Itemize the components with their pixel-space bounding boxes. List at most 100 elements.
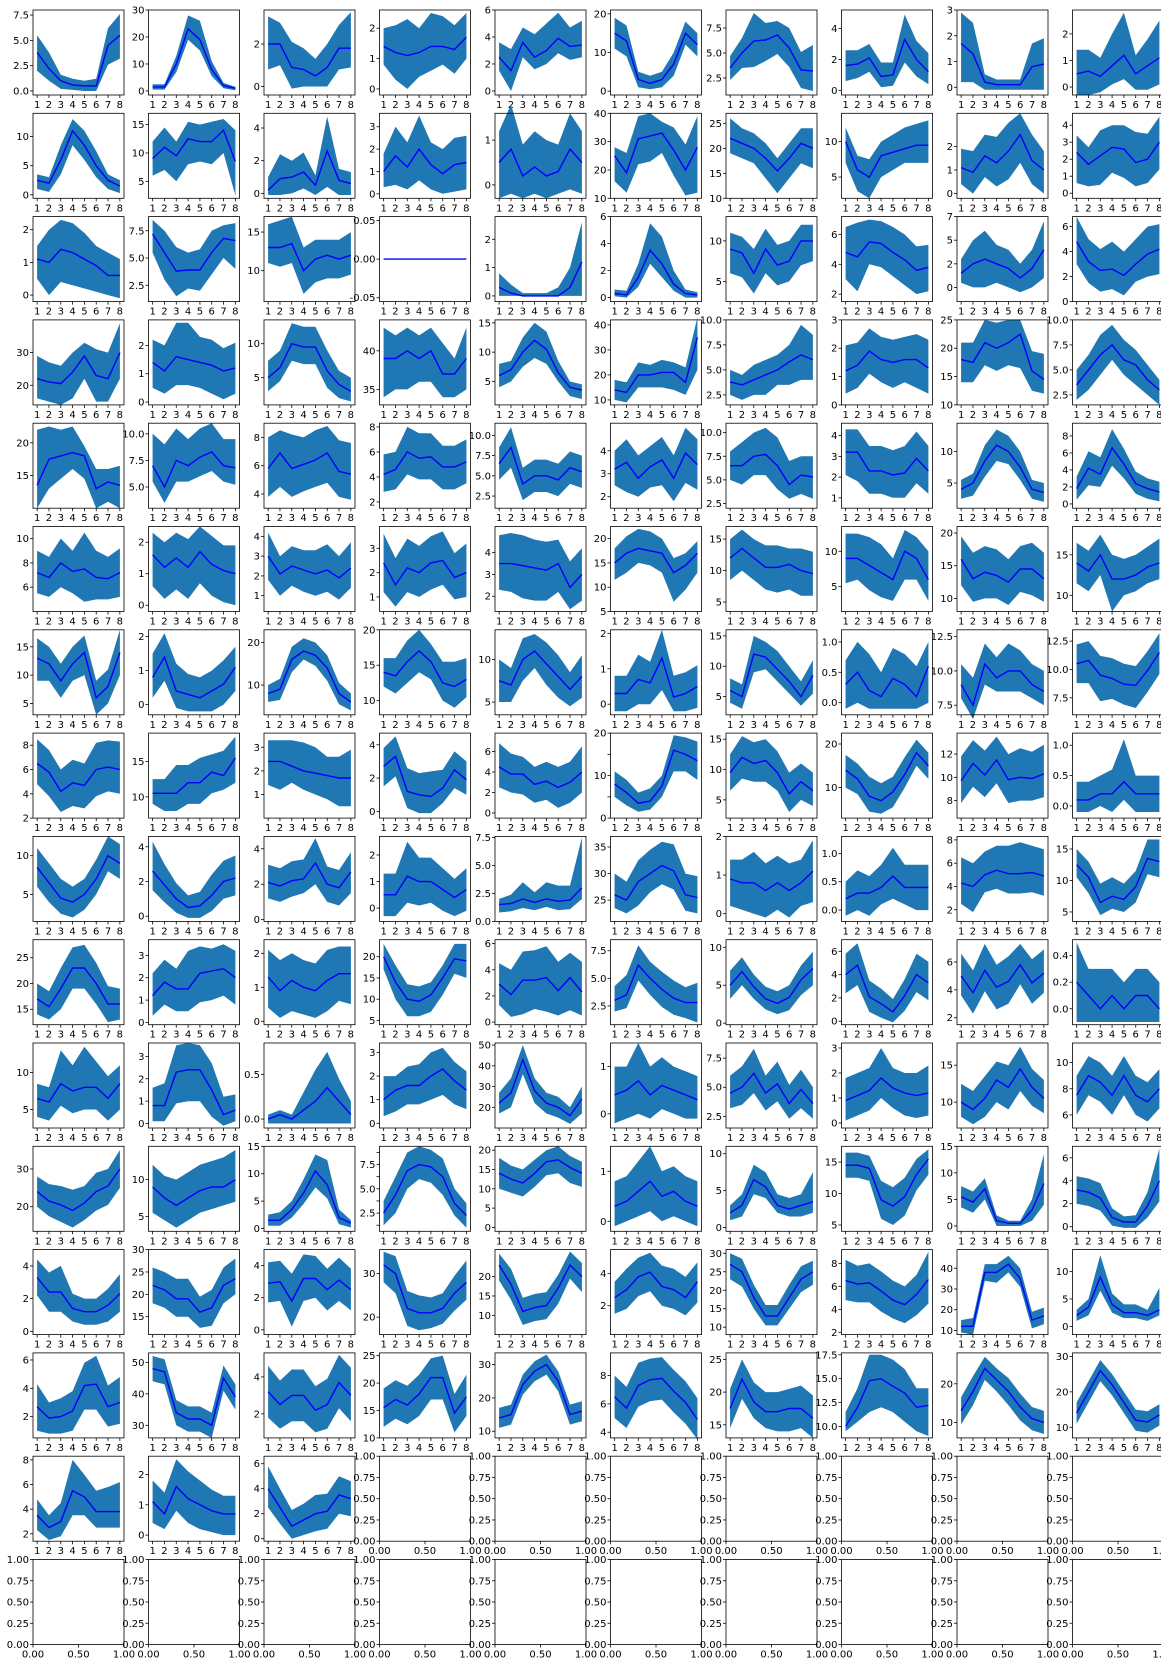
x-tick-label: 2 (623, 307, 629, 318)
x-tick-label: 8 (925, 513, 931, 524)
x-tick-label: 7 (220, 100, 226, 111)
mean-line (614, 337, 699, 394)
y-tick-label: 30 (16, 348, 29, 359)
x-tick-label: 2 (392, 617, 398, 628)
x-tick-label: 4 (878, 1133, 884, 1144)
x-tick-label: 1 (265, 100, 271, 111)
x-tick-label: 4 (878, 1236, 884, 1247)
x-tick-label: 7 (1144, 617, 1150, 628)
x-tick-label: 3 (1097, 100, 1103, 111)
x-tick-label: 4 (69, 1236, 75, 1247)
y-tick-label: 4 (831, 431, 837, 442)
y-tick-label: 35 (594, 843, 607, 854)
y-tick-label: 6 (831, 230, 837, 241)
y-tick-label: 10.0 (700, 428, 722, 439)
x-tick-label: 1 (34, 617, 40, 628)
mean-line (1075, 1369, 1160, 1423)
x-tick-label: 1 (727, 100, 733, 111)
y-tick-label: 20 (478, 1272, 491, 1283)
x-tick-label: 3 (58, 617, 64, 628)
x-tick-label: 0.50 (1107, 1650, 1129, 1661)
subplot-80: 1 2 3 4 5 6 7 80.00.51.0 (1053, 732, 1161, 834)
x-tick-label: 6 (324, 1133, 330, 1144)
y-tick-label: 2 (831, 344, 837, 355)
axes-frame (263, 319, 356, 406)
y-tick-label: 0.50 (238, 1598, 260, 1609)
y-tick-label: 0 (1062, 1322, 1068, 1333)
x-tick-label: 8 (232, 1133, 238, 1144)
y-tick-label: 5.0 (360, 1184, 376, 1195)
x-tick-label: 3 (982, 513, 988, 524)
subplot-150: 0.000.250.500.751.000.000.501.00 (1046, 1452, 1161, 1557)
y-tick-label: 2 (716, 832, 722, 843)
x-tick-label: 6 (671, 203, 677, 214)
mean-line (499, 562, 583, 589)
x-tick-label: 1.00 (113, 1650, 135, 1661)
y-tick-label: 2 (485, 788, 491, 799)
x-tick-label: 3 (520, 100, 526, 111)
y-tick-label: 12.5 (931, 632, 953, 643)
min-max-band (1076, 1360, 1160, 1433)
y-tick-label: 0.75 (1046, 1473, 1068, 1484)
x-tick-label: 6 (209, 307, 215, 318)
x-tick-label: 2 (739, 1133, 745, 1144)
x-tick-label: 4 (300, 823, 306, 834)
axes-frame (725, 1042, 818, 1129)
y-tick-label: 2 (369, 24, 375, 35)
min-max-band (1076, 116, 1160, 187)
y-tick-label: 1.0 (1053, 741, 1069, 752)
y-tick-label: 0.25 (931, 1515, 953, 1526)
min-max-band (730, 118, 813, 194)
min-max-band (37, 1150, 120, 1228)
mean-line (614, 963, 698, 1004)
x-tick-label: 2 (508, 1030, 514, 1041)
x-tick-label: 7 (798, 100, 804, 111)
y-tick-label: 2 (947, 1013, 953, 1024)
x-tick-label: 6 (440, 513, 446, 524)
x-tick-label: 5 (428, 513, 434, 524)
x-tick-label: 1 (1073, 100, 1079, 111)
x-tick-label: 8 (463, 513, 469, 524)
axes-frame (494, 1042, 587, 1129)
x-tick-label: 5 (659, 823, 665, 834)
axes-frame (379, 1249, 471, 1335)
y-tick-label: 50 (478, 1041, 491, 1052)
axes-frame (379, 629, 471, 716)
x-tick-label: 4 (185, 617, 191, 628)
x-tick-label: 8 (1156, 410, 1161, 421)
y-tick-label: 10 (594, 771, 607, 782)
y-tick-label: 7.5 (1053, 340, 1069, 351)
x-tick-label: 5 (428, 307, 434, 318)
min-max-band (152, 219, 236, 297)
x-tick-label: 5 (1121, 1340, 1127, 1351)
x-tick-label: 1 (149, 513, 155, 524)
x-tick-label: 0.50 (876, 1546, 898, 1557)
axes-frame (148, 9, 240, 96)
y-tick-label: 4 (1062, 247, 1068, 258)
x-tick-label: 4 (69, 823, 75, 834)
x-tick-label: 5 (1121, 617, 1127, 628)
x-tick-label: 7 (913, 1236, 919, 1247)
subplot-7: 1 2 3 4 5 6 7 82.55.07.5 (706, 9, 818, 111)
mean-line (267, 861, 352, 889)
x-tick-label: 3 (1097, 1340, 1103, 1351)
x-tick-label: 7 (1144, 100, 1150, 111)
y-tick-label: 25 (132, 1267, 145, 1278)
subplot-45: 1 2 3 4 5 6 7 82.55.07.510.0 (469, 422, 587, 524)
x-tick-label: 4 (993, 823, 999, 834)
y-tick-label: 4 (831, 970, 837, 981)
x-tick-label: 7 (567, 1443, 573, 1454)
x-tick-label: 0.00 (253, 1650, 275, 1661)
y-tick-label: 10 (1056, 876, 1069, 887)
x-tick-label: 2 (970, 1340, 976, 1351)
x-tick-label: 8 (463, 1236, 469, 1247)
x-tick-label: 3 (982, 1030, 988, 1041)
mean-line (498, 1263, 583, 1313)
y-tick-label: 0 (485, 1223, 491, 1234)
x-tick-label: 2 (970, 823, 976, 834)
